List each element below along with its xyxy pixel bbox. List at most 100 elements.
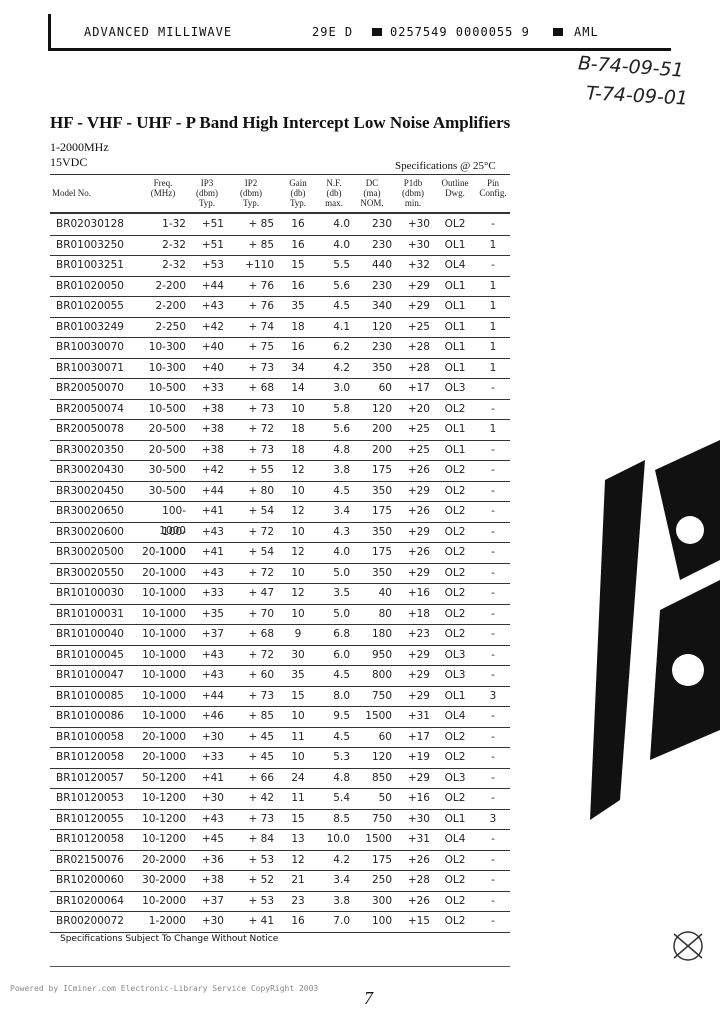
row-rule bbox=[50, 399, 510, 400]
table-cell: 440 bbox=[371, 259, 392, 271]
table-cell: - bbox=[491, 771, 495, 784]
table-cell: 10-300 bbox=[148, 361, 186, 374]
column-header: Pin bbox=[486, 178, 499, 188]
table-cell: OL1 bbox=[444, 238, 466, 251]
table-cell: +17 bbox=[407, 730, 430, 743]
table-cell: 10 bbox=[291, 751, 305, 763]
table-cell: BR02030128 bbox=[56, 218, 124, 230]
table-cell: 10-300 bbox=[148, 341, 186, 353]
table-cell: - bbox=[491, 833, 495, 845]
table-cell: 6.0 bbox=[333, 648, 350, 661]
watermark: Powered by ICminer.com Electronic-Librar… bbox=[10, 984, 319, 993]
table-cell: 20-2000 bbox=[142, 853, 186, 866]
table-cell: 1-32 bbox=[162, 218, 186, 230]
table-cell: +30 bbox=[201, 792, 224, 804]
table-cell: 4.2 bbox=[333, 853, 350, 866]
table-cell: OL1 bbox=[444, 279, 466, 292]
table-cell: 230 bbox=[371, 238, 392, 251]
table-cell: +36 bbox=[201, 853, 224, 866]
table-cell: +26 bbox=[407, 894, 430, 907]
table-cell: 2-250 bbox=[155, 320, 186, 333]
row-rule bbox=[50, 583, 510, 584]
table-cell: + 68 bbox=[248, 382, 275, 394]
table-cell: 120 bbox=[371, 751, 392, 763]
table-cell: 750 bbox=[371, 812, 392, 825]
table-cell: 18 bbox=[291, 443, 305, 456]
column-header: Model No. bbox=[52, 188, 91, 198]
table-cell: - bbox=[491, 669, 495, 681]
table-cell: 175 bbox=[371, 505, 392, 517]
table-cell: +20 bbox=[407, 402, 430, 415]
column-header: (MHz) bbox=[150, 188, 176, 198]
table-cell: - bbox=[491, 218, 495, 230]
column-header: Typ. bbox=[198, 198, 216, 208]
table-cell: +19 bbox=[407, 751, 430, 763]
table-cell: +25 bbox=[407, 423, 430, 435]
table-cell: BR10100085 bbox=[56, 689, 124, 702]
table-cell: 350 bbox=[371, 525, 392, 538]
table-cell: OL1 bbox=[444, 423, 466, 435]
row-rule bbox=[50, 604, 510, 605]
table-cell: OL2 bbox=[444, 853, 466, 866]
row-rule bbox=[50, 522, 510, 523]
table-cell: BR00200072 bbox=[56, 915, 124, 927]
table-cell: +43 bbox=[201, 566, 224, 579]
table-cell: +25 bbox=[407, 443, 430, 456]
row-rule bbox=[50, 481, 510, 482]
table-cell: +44 bbox=[201, 484, 224, 497]
brand: AML bbox=[574, 25, 599, 39]
table-cell: + 76 bbox=[248, 279, 275, 292]
table-cell: 4.8 bbox=[333, 443, 350, 456]
table-cell: +28 bbox=[407, 874, 430, 886]
table-cell: BR10200060 bbox=[56, 874, 124, 886]
table-cell: +41 bbox=[201, 546, 224, 558]
table-cell: + 42 bbox=[248, 792, 275, 804]
table-cell: BR02150076 bbox=[56, 853, 124, 866]
table-cell: BR10120058 bbox=[56, 751, 124, 763]
row-rule bbox=[50, 686, 510, 687]
registration-mark bbox=[673, 931, 703, 961]
column-header: P1db bbox=[403, 178, 423, 188]
table-cell: 10 bbox=[291, 525, 305, 538]
table-cell: OL2 bbox=[444, 587, 466, 599]
table-cell: 10-1200 bbox=[142, 792, 186, 804]
table-cell: 230 bbox=[371, 218, 392, 230]
table-cell: 3.0 bbox=[333, 382, 350, 394]
code: 29E D bbox=[312, 25, 354, 39]
table-cell: +15 bbox=[407, 915, 430, 927]
column-header: Gain bbox=[289, 178, 307, 188]
table-cell: 10-1000 bbox=[142, 710, 186, 722]
table-cell: OL2 bbox=[444, 546, 466, 558]
table-cell: + 72 bbox=[248, 525, 275, 538]
table-cell: +29 bbox=[407, 484, 430, 497]
table-cell: 3.8 bbox=[333, 464, 350, 476]
table-cell: 20-1000 bbox=[142, 751, 186, 763]
table-cell: 180 bbox=[371, 628, 392, 640]
table-cell: + 76 bbox=[248, 300, 275, 312]
table-cell: BR10120053 bbox=[56, 792, 124, 804]
table-cell: 20-1000 bbox=[142, 730, 186, 743]
table-cell: +30 bbox=[407, 238, 430, 251]
table-cell: - bbox=[491, 751, 495, 763]
table-cell: 21 bbox=[291, 874, 305, 886]
table-cell: 16 bbox=[291, 341, 305, 353]
table-cell: - bbox=[491, 792, 495, 804]
row-rule bbox=[50, 788, 510, 789]
table-cell: OL3 bbox=[444, 669, 466, 681]
table-cell: 10-500 bbox=[148, 402, 186, 415]
table-cell: +37 bbox=[201, 894, 224, 907]
table-cell: 230 bbox=[371, 341, 392, 353]
table-cell: + 72 bbox=[248, 648, 275, 661]
table-cell: 4.8 bbox=[333, 771, 350, 784]
column-header: N.F. bbox=[326, 178, 342, 188]
table-cell: 60 bbox=[378, 730, 392, 743]
table-cell: + 73 bbox=[248, 361, 275, 374]
table-cell: OL4 bbox=[444, 833, 466, 845]
table-cell: + 54 bbox=[248, 505, 275, 517]
table-cell: BR30020650 bbox=[56, 505, 124, 517]
table-cell: + 66 bbox=[248, 771, 275, 784]
table-cell: 10-500 bbox=[148, 382, 186, 394]
table-cell: OL2 bbox=[444, 607, 466, 620]
column-header: max. bbox=[325, 198, 343, 208]
table-cell: 4.5 bbox=[333, 484, 350, 497]
